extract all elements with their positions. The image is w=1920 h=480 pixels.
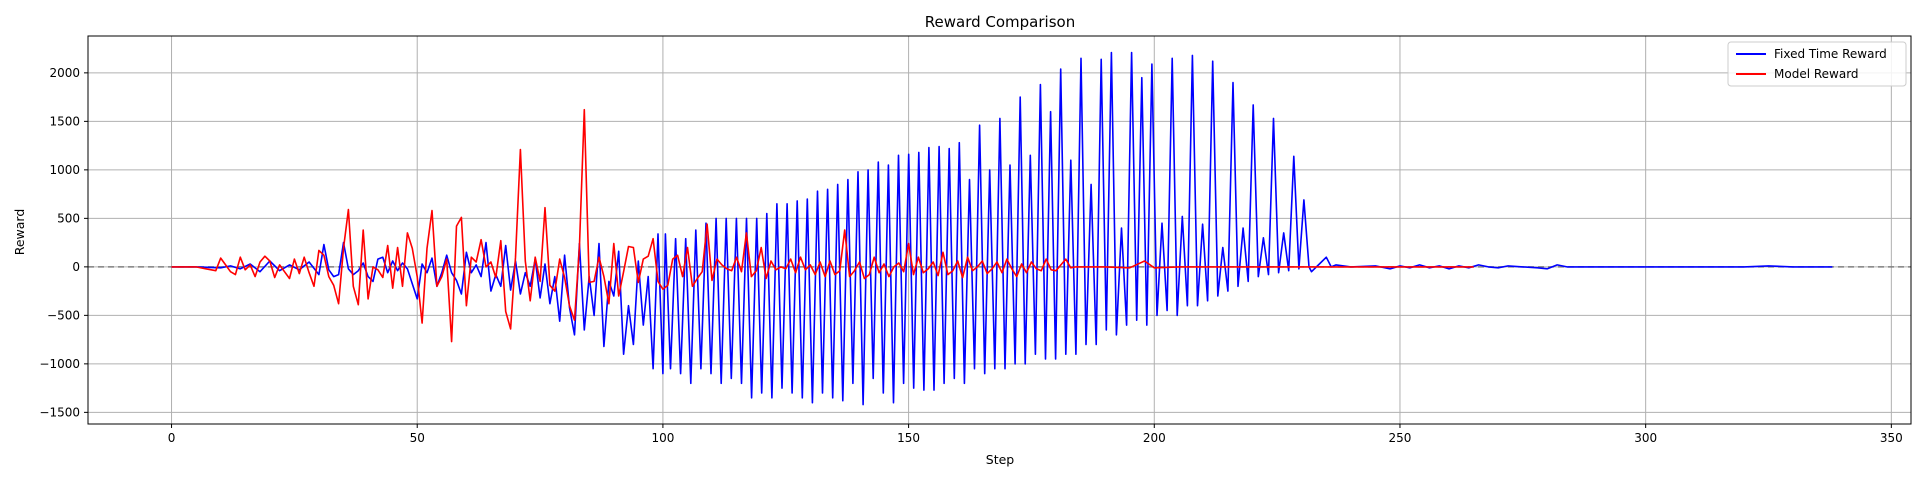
y-tick-label: −500 <box>47 308 80 322</box>
x-tick-label: 0 <box>168 431 176 445</box>
y-axis-label: Reward <box>12 209 27 256</box>
x-axis-ticks: 0 50 100 150 200 250 300 350 <box>168 424 1903 445</box>
y-tick-label: 1500 <box>49 114 80 128</box>
y-tick-label: 1000 <box>49 163 80 177</box>
x-tick-label: 300 <box>1634 431 1657 445</box>
y-tick-label: 2000 <box>49 66 80 80</box>
y-axis-ticks: −1500 −1000 −500 0 500 1000 1500 2000 <box>39 66 88 419</box>
legend-label-fixed-time: Fixed Time Reward <box>1774 47 1887 61</box>
y-tick-label: 0 <box>72 260 80 274</box>
legend: Fixed Time Reward Model Reward <box>1727 41 1907 87</box>
series-lines <box>171 51 1833 406</box>
legend-box <box>1727 41 1907 87</box>
y-tick-label: 500 <box>57 211 80 225</box>
y-tick-label: −1500 <box>39 405 80 419</box>
x-tick-label: 200 <box>1143 431 1166 445</box>
legend-label-model: Model Reward <box>1774 67 1859 81</box>
chart-title: Reward Comparison <box>925 13 1075 31</box>
x-tick-label: 350 <box>1880 431 1903 445</box>
x-tick-label: 150 <box>897 431 920 445</box>
series-line-fixed-time-reward <box>171 51 1833 406</box>
x-tick-label: 250 <box>1389 431 1412 445</box>
y-tick-label: −1000 <box>39 357 80 371</box>
x-tick-label: 100 <box>651 431 674 445</box>
x-axis-label: Step <box>986 452 1015 467</box>
series-line-model-reward <box>171 108 1474 343</box>
x-tick-label: 50 <box>410 431 425 445</box>
plot-area-frame <box>87 35 1912 425</box>
